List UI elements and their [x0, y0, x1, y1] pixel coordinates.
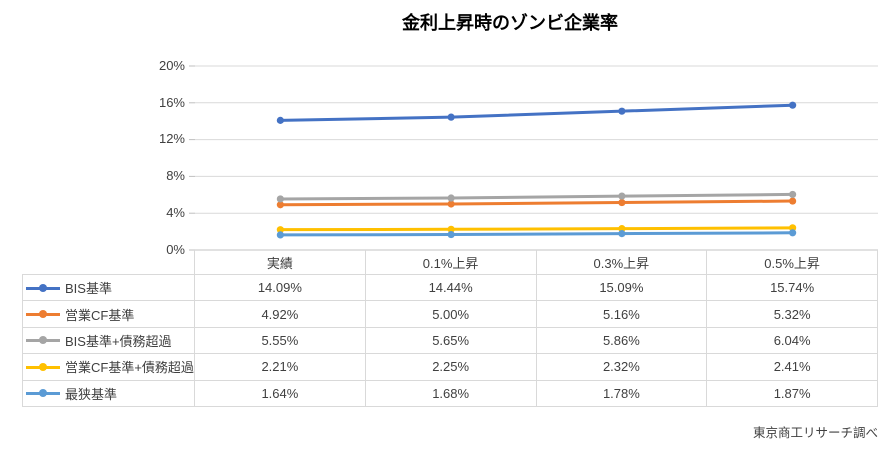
- series-marker-icon: [26, 309, 60, 319]
- table-corner-cell: [22, 250, 195, 275]
- table-cell: 1.78%: [536, 380, 708, 407]
- table-cell: 5.00%: [365, 301, 537, 328]
- data-point-marker: [447, 225, 455, 233]
- table-cell: 2.25%: [365, 354, 537, 381]
- table-cell: 2.21%: [195, 354, 366, 381]
- table-cell: 5.32%: [707, 301, 878, 328]
- data-point-marker: [789, 101, 797, 109]
- data-point-marker: [789, 224, 797, 232]
- series-line: [278, 192, 795, 201]
- data-point-marker: [276, 116, 284, 124]
- series-label: 営業CF基準: [65, 307, 135, 323]
- table-cell: 2.41%: [707, 354, 878, 381]
- series-marker-icon: [26, 283, 60, 293]
- legend-item: BIS基準: [22, 275, 195, 302]
- table-cell: 1.87%: [707, 380, 878, 407]
- legend-item: 営業CF基準: [22, 301, 195, 328]
- series-label: 営業CF基準+債務超過: [65, 360, 194, 376]
- table-cell: 5.65%: [365, 327, 537, 355]
- data-point-marker: [618, 225, 626, 233]
- y-axis-tick-label: 4%: [166, 205, 185, 220]
- legend-item: BIS基準+債務超過: [22, 327, 195, 355]
- table-cell: 2.32%: [536, 354, 708, 381]
- table-cell: 4.92%: [195, 301, 366, 328]
- series-label: 最狭基準: [65, 386, 118, 402]
- data-point-marker: [618, 198, 626, 207]
- series-line: [278, 231, 795, 237]
- data-point-marker: [447, 230, 455, 239]
- data-point-marker: [618, 230, 626, 238]
- data-point-marker: [618, 192, 626, 200]
- table-cell: 15.74%: [707, 275, 878, 302]
- table-header: 0.5%上昇: [707, 250, 878, 275]
- series-marker-icon: [26, 362, 60, 372]
- table-cell: 5.16%: [536, 301, 708, 328]
- data-point-marker: [789, 229, 797, 237]
- data-point-marker: [447, 113, 455, 121]
- source-note: 東京商工リサーチ調べ: [752, 426, 878, 440]
- table-header: 0.3%上昇: [536, 250, 708, 275]
- data-point-marker: [447, 200, 455, 208]
- series-marker-icon: [26, 388, 60, 398]
- y-axis-tick-label: 8%: [166, 168, 185, 183]
- y-axis-tick-label: 12%: [158, 131, 185, 146]
- y-axis-tick-label: 16%: [158, 95, 185, 110]
- table-cell: 6.04%: [707, 327, 878, 355]
- data-point-marker: [276, 195, 284, 203]
- series-line: [278, 199, 795, 207]
- data-point-marker: [276, 201, 284, 209]
- table-cell: 15.09%: [536, 275, 708, 302]
- legend-item: 営業CF基準+債務超過: [22, 354, 195, 381]
- data-point-marker: [789, 197, 797, 205]
- table-cell: 5.55%: [195, 327, 366, 355]
- data-point-marker: [618, 107, 626, 115]
- y-axis-tick-label: 20%: [158, 58, 185, 73]
- y-axis-tick-label: 0%: [166, 242, 185, 257]
- table-header: 実績: [195, 250, 366, 275]
- series-line: [278, 103, 795, 122]
- chart-title: 金利上昇時のゾンビ企業率: [402, 13, 618, 33]
- data-point-marker: [276, 226, 284, 234]
- data-point-marker: [789, 190, 797, 199]
- data-point-marker: [447, 194, 455, 202]
- table-cell: 5.86%: [536, 327, 708, 355]
- series-line: [278, 226, 795, 232]
- line-chart-plot-area: [189, 65, 878, 251]
- table-header: 0.1%上昇: [365, 250, 537, 275]
- table-cell: 1.64%: [195, 380, 366, 407]
- table-cell: 1.68%: [365, 380, 537, 407]
- series-label: BIS基準+債務超過: [65, 333, 172, 349]
- series-label: BIS基準: [65, 281, 112, 297]
- series-marker-icon: [26, 335, 60, 345]
- data-table: 実績 0.1%上昇 0.3%上昇 0.5%上昇 BIS基準 14.09% 14.…: [22, 250, 878, 407]
- table-cell: 14.09%: [195, 275, 366, 302]
- table-cell: 14.44%: [365, 275, 537, 302]
- data-point-marker: [276, 231, 284, 239]
- legend-item: 最狭基準: [22, 380, 195, 407]
